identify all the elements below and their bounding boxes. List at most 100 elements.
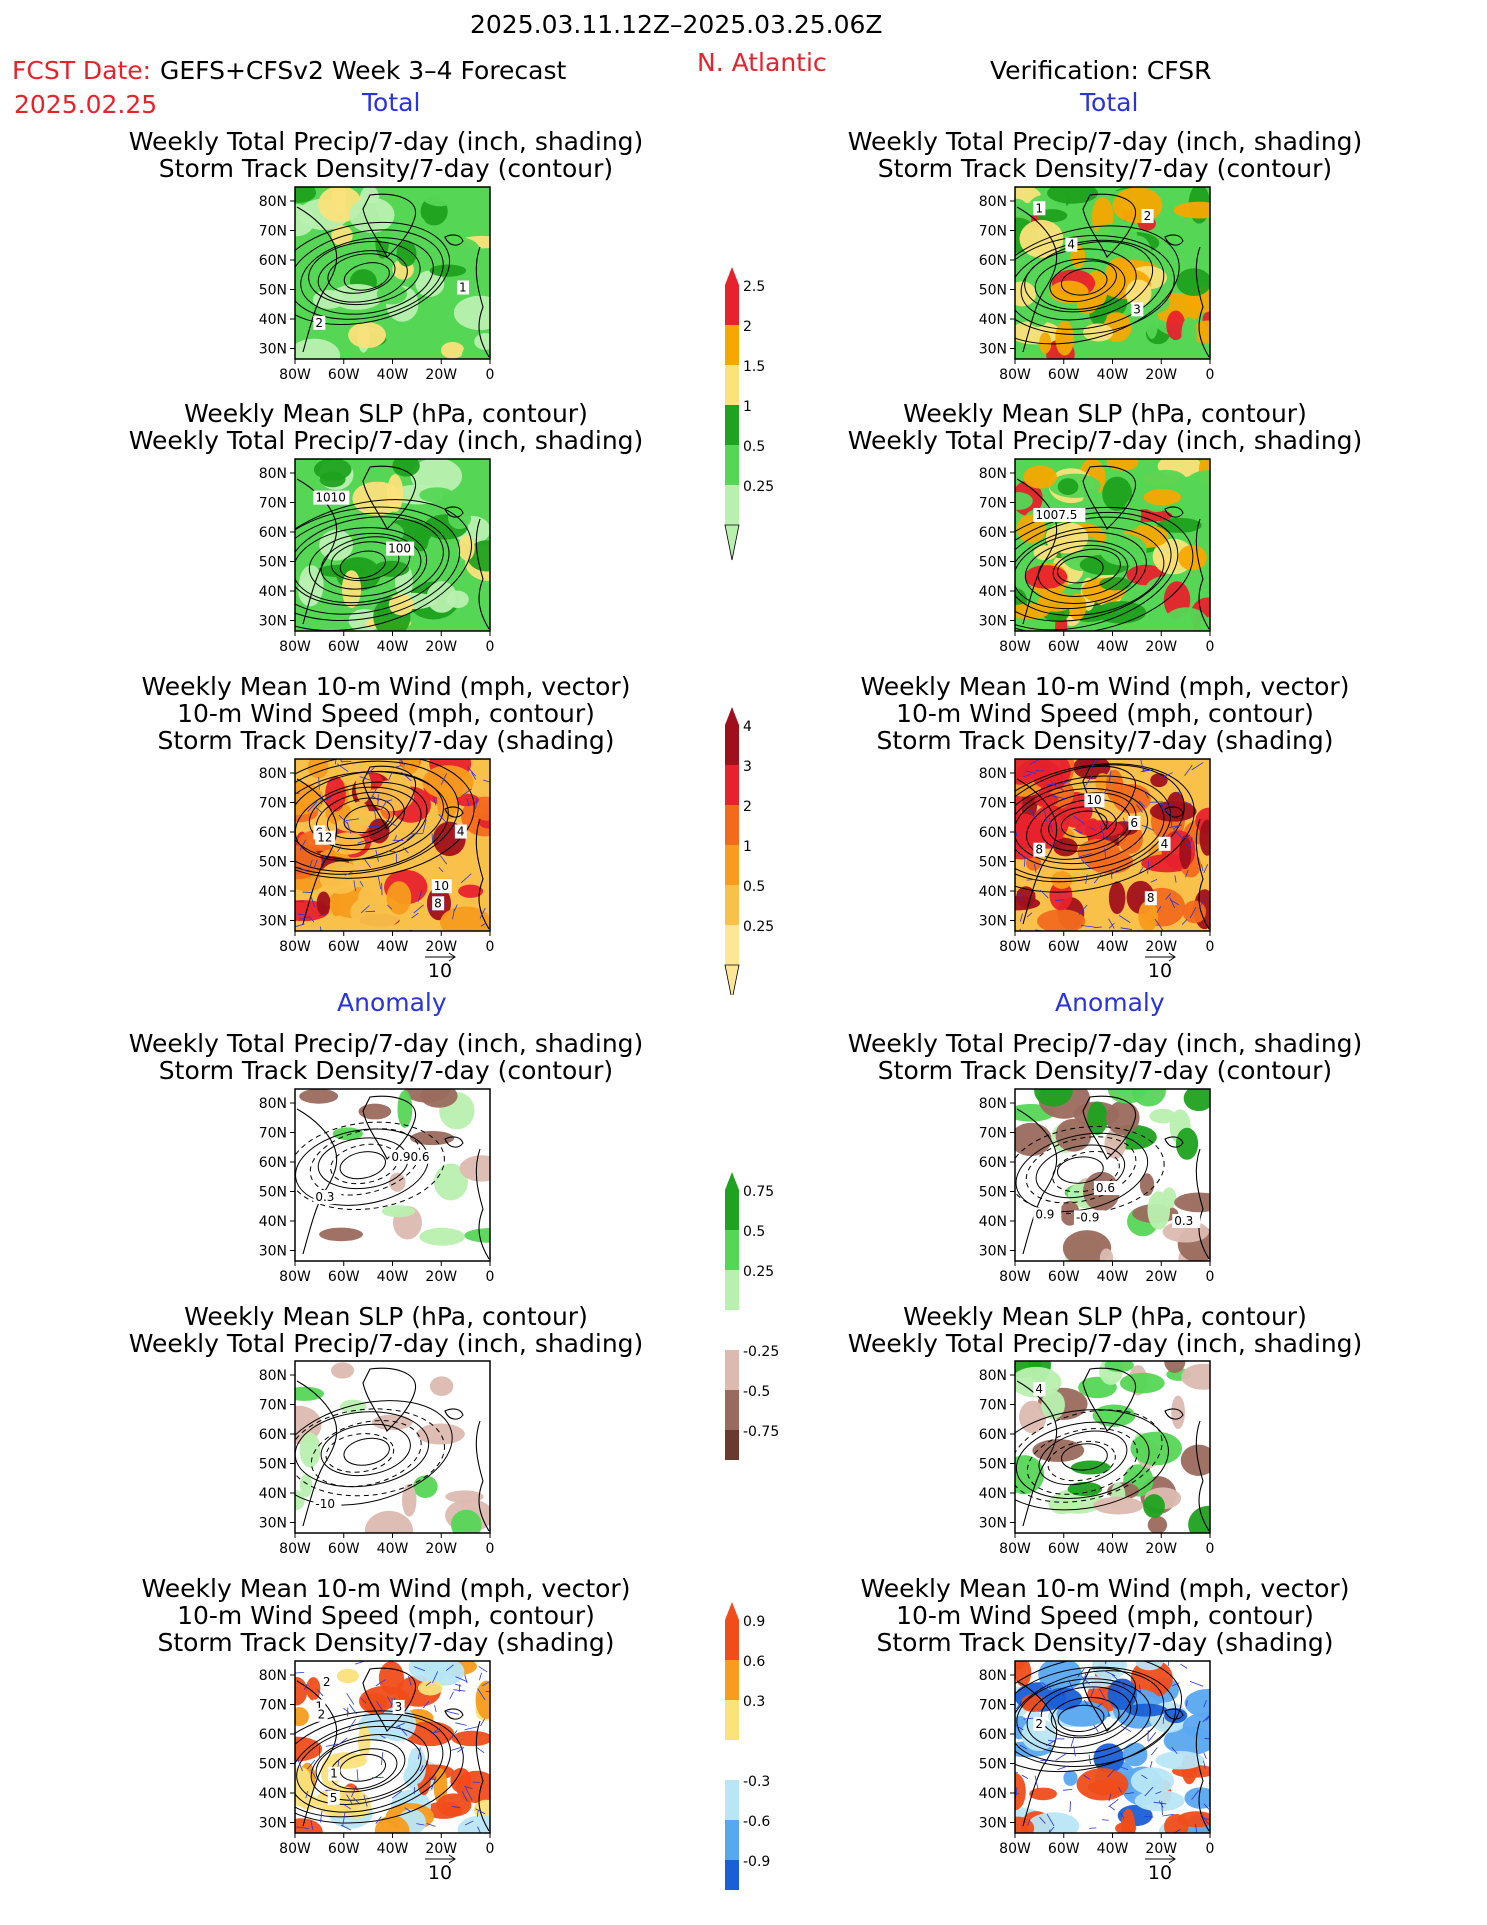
wind-vector xyxy=(346,1794,353,1805)
shading-blob xyxy=(408,1661,453,1683)
contour-line xyxy=(308,786,422,851)
contour-line xyxy=(1015,1409,1163,1503)
section-total-left: Total xyxy=(362,88,421,117)
lon-label-60W: 60W xyxy=(1048,939,1080,955)
map-panel-precip-storm-anom-fcst: 0.3 0.90.6 80N 70N 60N 50N 40N 30N 80W 60W 40W 20W 0 xyxy=(259,1088,495,1285)
wind-vector xyxy=(1058,780,1072,785)
panel-title-p8: Weekly Total Precip/7-day (inch, shading… xyxy=(847,1029,1363,1085)
wind-vector xyxy=(310,897,316,908)
shading-blob xyxy=(316,891,331,916)
wind-vector xyxy=(1057,1765,1069,1771)
lon-label-20W: 20W xyxy=(425,1541,457,1557)
wind-vector xyxy=(445,1710,459,1715)
contour-label: 1 xyxy=(459,281,467,295)
lat-label-60N: 60N xyxy=(979,1727,1007,1743)
wind-vector xyxy=(379,1734,386,1739)
lat-label-30N: 30N xyxy=(979,1244,1007,1260)
panel-title-p3: Weekly Mean SLP (hPa, contour) Weekly Tot… xyxy=(128,399,644,455)
shading-blob xyxy=(1176,268,1210,297)
lat-label-80N: 80N xyxy=(259,1096,287,1112)
colorbar-bottom-arrow xyxy=(724,964,740,995)
shading-blob xyxy=(295,1676,308,1706)
wind-vector xyxy=(411,912,419,919)
shading-blob xyxy=(1015,492,1033,510)
contour-line xyxy=(326,797,395,840)
lat-label-30N: 30N xyxy=(979,1516,1007,1532)
wind-vector xyxy=(1136,804,1143,813)
wind-vector xyxy=(1156,906,1162,913)
wind-vector xyxy=(1169,897,1176,909)
shading-layer xyxy=(1015,1361,1210,1533)
colorbar-segment xyxy=(725,925,739,965)
wind-vector xyxy=(460,873,472,884)
wind-vector xyxy=(445,1664,454,1671)
wind-vector xyxy=(413,1666,426,1672)
lon-label-20W: 20W xyxy=(1145,1541,1177,1557)
contour-label: 0.6 xyxy=(1096,1181,1115,1195)
shading-blob xyxy=(1015,1122,1052,1157)
wind-vector xyxy=(376,1701,385,1713)
shading-blob xyxy=(381,1205,416,1218)
greenland-outline xyxy=(1082,1095,1136,1160)
contour-line xyxy=(1048,806,1117,846)
shading-blob xyxy=(1157,517,1202,533)
colorbar-label: -0.75 xyxy=(743,1424,779,1440)
contour-line xyxy=(1015,235,1175,335)
contour-label: 1010 xyxy=(315,491,346,505)
lat-label-40N: 40N xyxy=(259,1486,287,1502)
wind-vector xyxy=(1200,864,1204,872)
contour-line xyxy=(1038,1430,1128,1486)
wind-vector xyxy=(1083,1774,1091,1780)
shading-layer xyxy=(1015,459,1210,631)
shading-blob xyxy=(1199,819,1210,856)
lon-label-20W: 20W xyxy=(425,1269,457,1285)
shading-layer xyxy=(1015,187,1210,359)
lat-label-30N: 30N xyxy=(259,342,287,358)
lat-label-70N: 70N xyxy=(259,1126,287,1142)
contour-line xyxy=(343,804,390,834)
wind-vector xyxy=(1174,791,1181,795)
contour-label-bg xyxy=(1158,836,1171,851)
wind-vector xyxy=(365,910,376,913)
colorbar-storm-total: 4 3 2 1 0.5 0.25 xyxy=(724,707,774,995)
shading-blob xyxy=(1139,1173,1155,1197)
colorbar-segment xyxy=(725,1780,739,1820)
wind-vector xyxy=(464,1820,474,1826)
north-america-coast xyxy=(296,1380,338,1527)
wind-vector xyxy=(1073,1745,1076,1757)
wind-vector xyxy=(338,1737,348,1745)
lat-label-50N: 50N xyxy=(259,1185,287,1201)
wind-vector xyxy=(449,1691,454,1700)
shading-blob xyxy=(1175,1127,1199,1160)
colorbar-segment xyxy=(725,325,739,365)
lon-label-0: 0 xyxy=(486,1269,495,1285)
north-america-coast xyxy=(296,1680,338,1827)
shading-blob xyxy=(403,759,420,774)
wind-vector xyxy=(344,871,354,876)
colorbar-precip-anom: 0.75 0.5 0.25 -0.25 -0.5 -0.75 xyxy=(725,1172,779,1460)
contour-line xyxy=(1052,548,1121,590)
contour-label: 8 xyxy=(1147,891,1155,905)
contour-line xyxy=(295,759,475,879)
lat-label-70N: 70N xyxy=(979,1398,1007,1414)
shading-blob xyxy=(1150,773,1168,788)
contour-label-bg xyxy=(457,280,470,295)
wind-vector xyxy=(465,1787,473,1801)
shading-blob xyxy=(419,487,455,503)
contour-line xyxy=(320,1423,411,1477)
shading-blob xyxy=(440,906,490,931)
wind-vector xyxy=(426,1823,436,1827)
shading-blob xyxy=(407,1747,427,1784)
wind-vector xyxy=(299,840,306,851)
wind-vector xyxy=(296,1826,309,1829)
wind-vector xyxy=(340,1824,351,1831)
colorbar-label: 0.6 xyxy=(743,1654,765,1670)
shading-blob xyxy=(1077,838,1121,866)
wind-vector xyxy=(1083,1699,1089,1706)
shading-blob xyxy=(1099,576,1132,591)
colorbar-segment xyxy=(725,1430,739,1460)
colorbar-label: 1 xyxy=(743,399,752,415)
europe-coast xyxy=(475,518,490,630)
contour-label: 10 xyxy=(1086,793,1101,807)
lon-label-80W: 80W xyxy=(999,367,1031,383)
